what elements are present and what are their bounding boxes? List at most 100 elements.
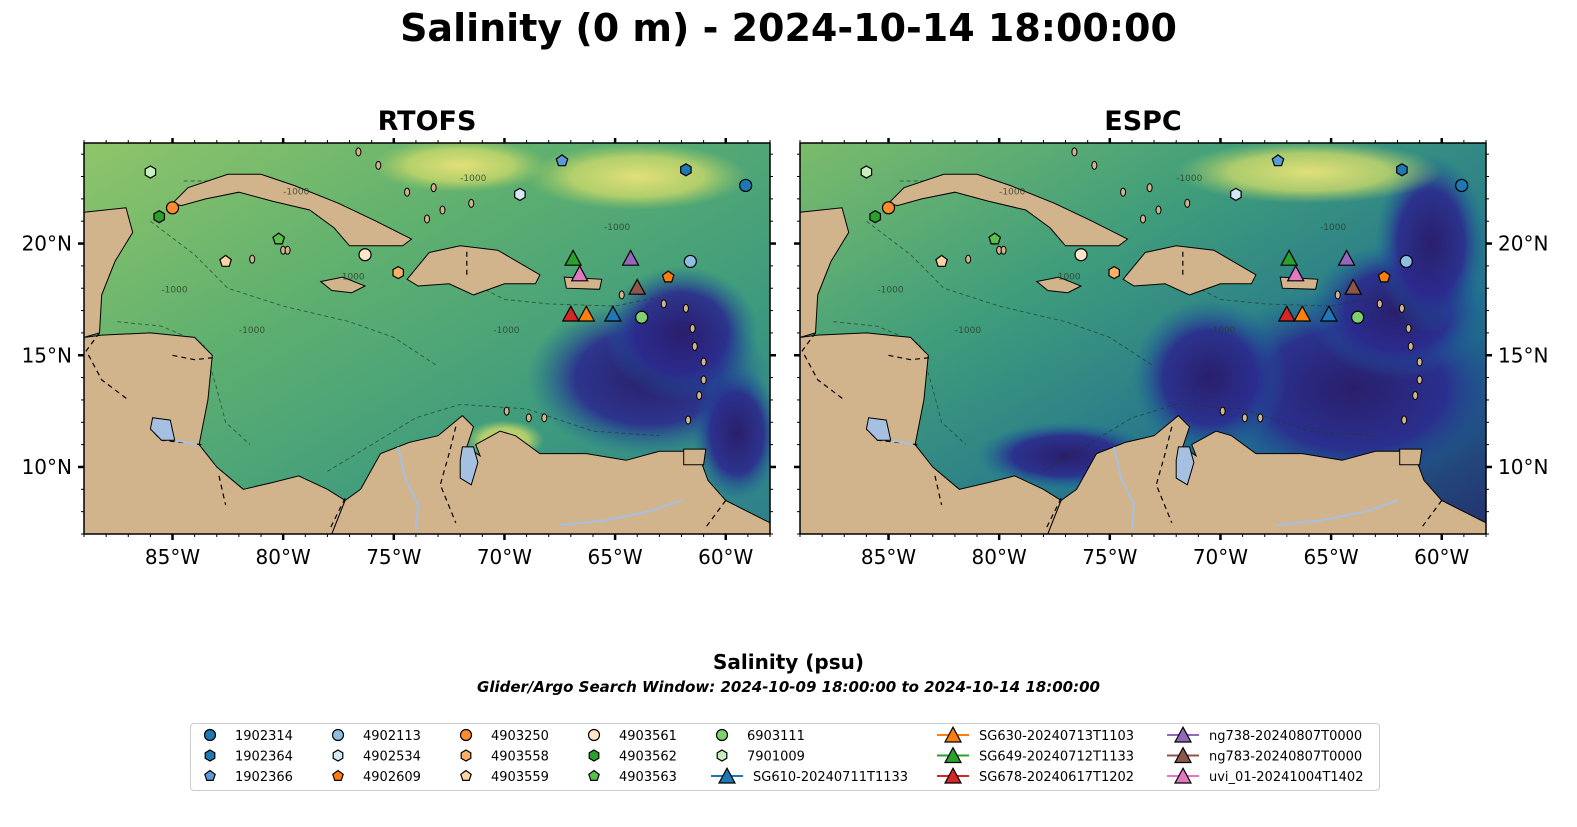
legend-label: 4903558 [491, 750, 549, 765]
argo-float-marker [1351, 310, 1365, 324]
land-small-island [1120, 187, 1127, 197]
lat-tick-label: 10°N [22, 455, 72, 479]
legend-marker-pentagon [204, 769, 216, 782]
low-salinity-region [1131, 299, 1287, 456]
land-small-island [284, 245, 291, 255]
land-hispaniola [1122, 245, 1257, 296]
land-small-island [249, 254, 256, 264]
contour-label: -1000 [955, 326, 981, 336]
land-small-island [1376, 299, 1383, 309]
lon-tick-label: 85°W [861, 545, 916, 569]
land-trinidad [1399, 448, 1423, 466]
glider-marker [621, 249, 640, 266]
argo-float-marker [680, 163, 692, 177]
land-small-island [1071, 147, 1078, 157]
legend-marker-triangle [1173, 766, 1193, 784]
glider-marker [603, 304, 622, 322]
legend-item: 4902113 [331, 728, 421, 744]
legend-item: 1902314 [203, 728, 293, 744]
land-small-island [1398, 303, 1405, 313]
land-trinidad [683, 448, 707, 466]
argo-float-marker [935, 254, 949, 267]
legend-label: SG649-20240712T1133 [979, 750, 1134, 765]
land-small-island [541, 413, 548, 423]
lon-tick-label: 60°W [1414, 545, 1469, 569]
legend-item: 1902364 [204, 749, 293, 765]
lon-tick-label: 70°W [1193, 545, 1248, 569]
argo-float-marker [555, 154, 569, 167]
legend-item: SG678-20240617T1202 [937, 766, 1134, 785]
argo-float-marker [988, 232, 1002, 245]
lon-tick-label: 60°W [698, 545, 753, 569]
contour-label: -1000 [460, 174, 486, 184]
argo-float-marker [739, 178, 753, 193]
glider-marker [564, 249, 583, 266]
contour-label: -1000 [239, 326, 265, 336]
bathymetry-contour [1175, 276, 1376, 307]
land-southam [1047, 414, 1486, 534]
river [890, 439, 914, 446]
lon-tick-label: 65°W [1303, 545, 1358, 569]
country-border [85, 332, 129, 401]
river [1113, 446, 1136, 530]
land-cuba [887, 173, 1129, 247]
legend-label: ng783-20240807T0000 [1209, 750, 1362, 765]
argo-float-marker [219, 254, 233, 267]
land-small-island [1257, 413, 1264, 423]
land-small-island [1407, 341, 1414, 351]
country-border [1045, 498, 1062, 530]
argo-float-marker [860, 165, 873, 179]
land-jamaica [1035, 276, 1083, 294]
land-small-island [1241, 413, 1248, 423]
glider-marker [628, 278, 647, 295]
country-border [705, 500, 727, 528]
legend-item: ng738-20240807T0000 [1167, 725, 1362, 744]
legend-item: SG630-20240713T1103 [937, 725, 1134, 744]
lake-maracaibo [459, 446, 479, 486]
legend-label: 1902364 [235, 750, 293, 765]
legend-label: 4902113 [363, 729, 421, 744]
argo-float-marker [869, 210, 882, 224]
legend-label: SG630-20240713T1103 [979, 729, 1134, 744]
land-small-island [525, 413, 532, 423]
map-panels: -1000 -1000 -1000 -1000 -1000 -1000 -1000 85°W 8… [22, 138, 1548, 569]
legend-label: 4903561 [619, 729, 677, 744]
argo-float-marker [1396, 163, 1408, 177]
lat-tick-label: 20°N [1498, 232, 1548, 256]
river [1275, 499, 1398, 527]
land-small-island [618, 290, 625, 300]
land-small-island [1146, 183, 1153, 193]
legend-label: SG610-20240711T1133 [753, 770, 908, 785]
argo-float-marker [272, 232, 286, 245]
map-panel-rtofs: -1000 -1000 -1000 -1000 -1000 -1000 -1000 85°W 8… [22, 138, 776, 569]
lon-tick-label: 70°W [477, 545, 532, 569]
lon-tick-label: 85°W [145, 545, 200, 569]
legend-marker-circle [331, 728, 345, 742]
legend-item: ng783-20240807T0000 [1167, 746, 1362, 765]
panel-title-espc: ESPC [1104, 106, 1182, 137]
land-southam [331, 414, 770, 534]
lat-tick-label: 15°N [22, 343, 72, 367]
land-small-island [682, 303, 689, 313]
land-small-island [660, 299, 667, 309]
legend-item: 4903562 [588, 749, 677, 765]
argo-float-marker [661, 270, 675, 283]
glider-marker [577, 304, 596, 322]
glider-marker [570, 264, 589, 282]
legend-label: 6903111 [747, 729, 805, 744]
country-border [329, 498, 346, 530]
land-small-island [1405, 323, 1412, 333]
land-small-island [1091, 160, 1098, 170]
legend-label: 7901009 [747, 750, 805, 765]
bathymetry-contour [1043, 403, 1376, 472]
land-small-island [1155, 205, 1162, 215]
land-cuba [171, 173, 413, 247]
legend-marker-hexagon [588, 749, 600, 762]
legend-marker-hexagon [716, 749, 728, 762]
argo-float-marker [1455, 178, 1469, 193]
low-salinity-region [604, 265, 759, 400]
country-border [439, 426, 457, 524]
contour-label: -1000 [1209, 326, 1235, 336]
land-small-island [965, 254, 972, 264]
legend-marker-triangle [943, 746, 963, 764]
